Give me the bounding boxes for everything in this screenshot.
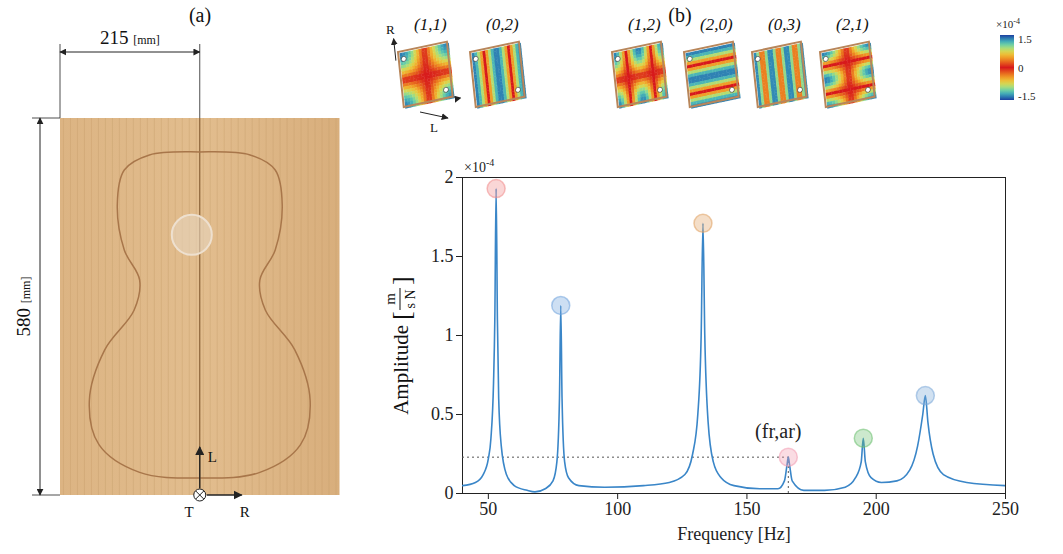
svg-text:215 [mm]: 215 [mm]	[100, 27, 160, 48]
svg-text:(b): (b)	[668, 4, 691, 27]
svg-text:200: 200	[863, 499, 890, 519]
svg-text:250: 250	[992, 499, 1019, 519]
svg-text:m: m	[382, 293, 398, 305]
svg-text:]: ]	[387, 276, 416, 285]
svg-text:(0,3): (0,3)	[768, 15, 801, 34]
svg-text:1.5: 1.5	[431, 246, 454, 266]
svg-text:T: T	[185, 504, 194, 520]
svg-text:(fr,ar): (fr,ar)	[755, 420, 801, 443]
svg-text:(2,1): (2,1)	[836, 15, 869, 34]
svg-text:150: 150	[733, 499, 760, 519]
svg-text:Amplitude: Amplitude	[389, 325, 413, 415]
svg-text:100: 100	[604, 499, 631, 519]
svg-text:s N: s N	[403, 289, 418, 308]
svg-text:Frequency [Hz]: Frequency [Hz]	[677, 524, 790, 544]
svg-text:(0,2): (0,2)	[486, 15, 519, 34]
svg-text:R: R	[240, 504, 250, 520]
svg-text:0: 0	[445, 483, 454, 503]
svg-text:×10-4: ×10-4	[996, 17, 1020, 30]
svg-text:×10-4: ×10-4	[464, 157, 494, 175]
svg-text:(1,1): (1,1)	[414, 15, 447, 34]
svg-text:0.5: 0.5	[431, 404, 454, 424]
svg-text:(1,2): (1,2)	[628, 15, 661, 34]
svg-text:(a): (a)	[189, 4, 211, 27]
svg-text:-1.5: -1.5	[1018, 90, 1036, 102]
svg-text:1: 1	[445, 325, 454, 345]
svg-text:L: L	[430, 120, 438, 135]
svg-text:R: R	[386, 22, 395, 37]
svg-text:L: L	[208, 449, 217, 465]
svg-text:0: 0	[1018, 62, 1024, 74]
svg-text:(2,0): (2,0)	[700, 15, 733, 34]
svg-text:[: [	[387, 311, 416, 320]
svg-text:580 [mm]: 580 [mm]	[13, 277, 34, 337]
svg-text:1.5: 1.5	[1018, 33, 1032, 45]
svg-text:2: 2	[445, 167, 454, 187]
svg-text:50: 50	[479, 499, 497, 519]
